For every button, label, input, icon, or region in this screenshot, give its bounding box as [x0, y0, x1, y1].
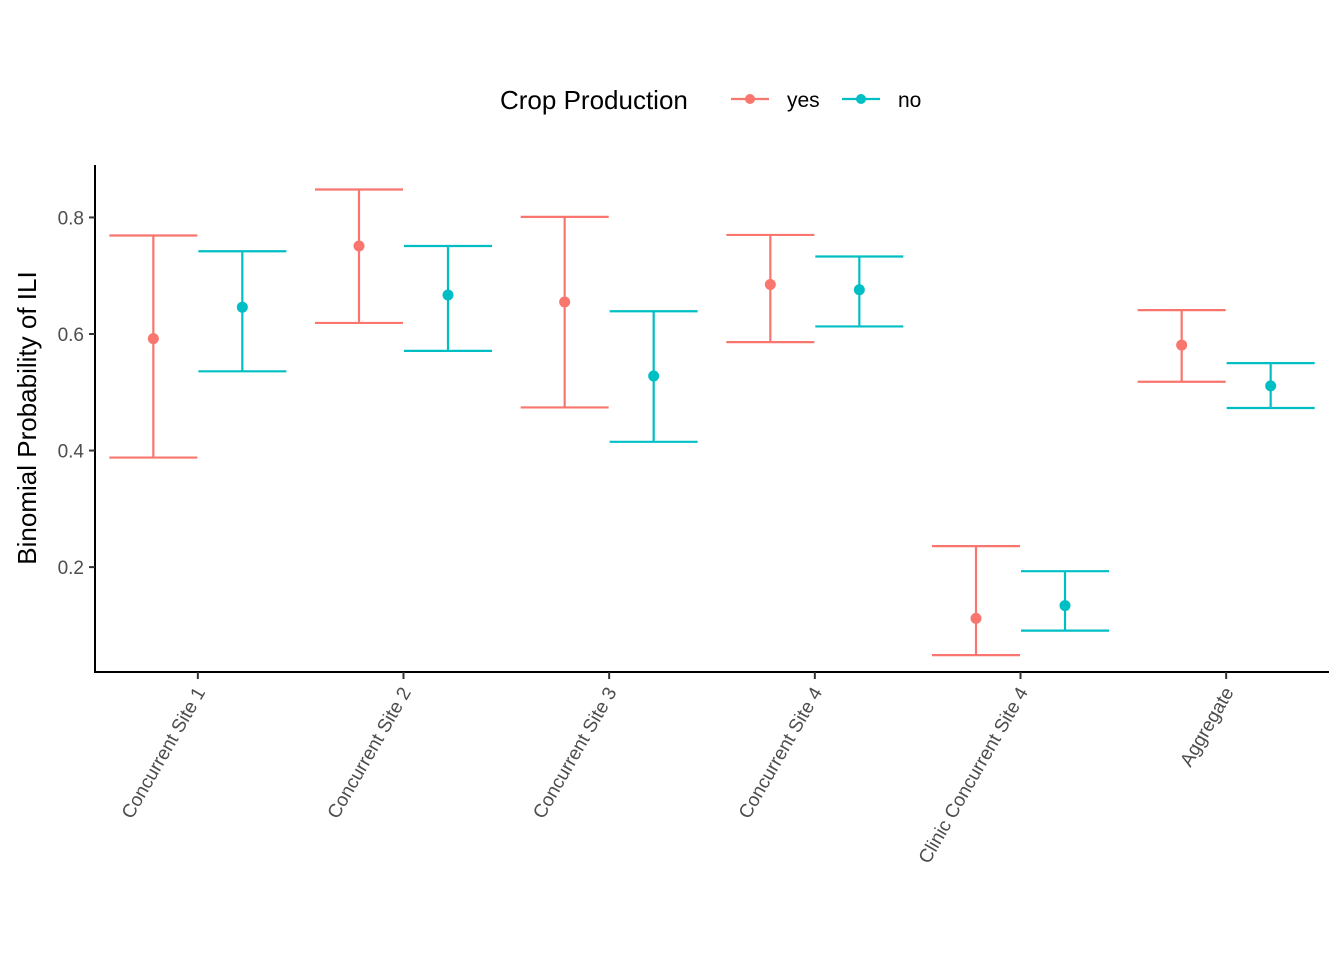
x-tick-label: Concurrent Site 1	[118, 684, 210, 823]
data-point	[648, 370, 660, 382]
legend-label-no: no	[898, 89, 921, 112]
data-point	[236, 301, 248, 313]
legend-key-point-yes	[745, 94, 755, 104]
y-tick-label: 0.2	[58, 558, 84, 579]
x-tick-label: Concurrent Site 3	[529, 684, 621, 823]
plot-area	[109, 188, 1315, 657]
x-tick-label: Concurrent Site 2	[324, 684, 416, 823]
x-tick-label: Aggregate	[1176, 684, 1238, 770]
y-axis: 0.2 0.4 0.6 0.8	[58, 165, 96, 673]
y-tick-label: 0.4	[58, 442, 85, 463]
data-point	[764, 278, 776, 290]
x-tick-label: Concurrent Site 4	[735, 684, 827, 823]
data-point	[970, 612, 982, 624]
data-point	[353, 240, 365, 252]
y-axis-title: Binomial Probability of ILI	[12, 271, 42, 564]
data-point	[1059, 600, 1071, 612]
series-no	[198, 244, 1315, 632]
legend-item-yes: yes	[731, 89, 820, 112]
x-axis: Concurrent Site 1 Concurrent Site 2 Concur…	[94, 671, 1329, 868]
y-tick-label: 0.8	[58, 208, 84, 229]
data-point	[1176, 339, 1188, 351]
y-tick-label: 0.6	[58, 325, 84, 346]
legend-key-point-no	[856, 94, 866, 104]
data-point	[147, 333, 159, 345]
legend: Crop Production yes no	[500, 85, 921, 115]
legend-label-yes: yes	[787, 89, 820, 112]
data-point	[853, 284, 865, 296]
legend-title: Crop Production	[500, 85, 688, 115]
data-point	[442, 289, 454, 301]
legend-item-no: no	[842, 89, 921, 112]
data-point	[1265, 380, 1277, 392]
series-yes	[109, 188, 1226, 657]
x-tick-label: Clinic Concurrent Site 4	[915, 684, 1033, 868]
data-point	[559, 296, 571, 308]
